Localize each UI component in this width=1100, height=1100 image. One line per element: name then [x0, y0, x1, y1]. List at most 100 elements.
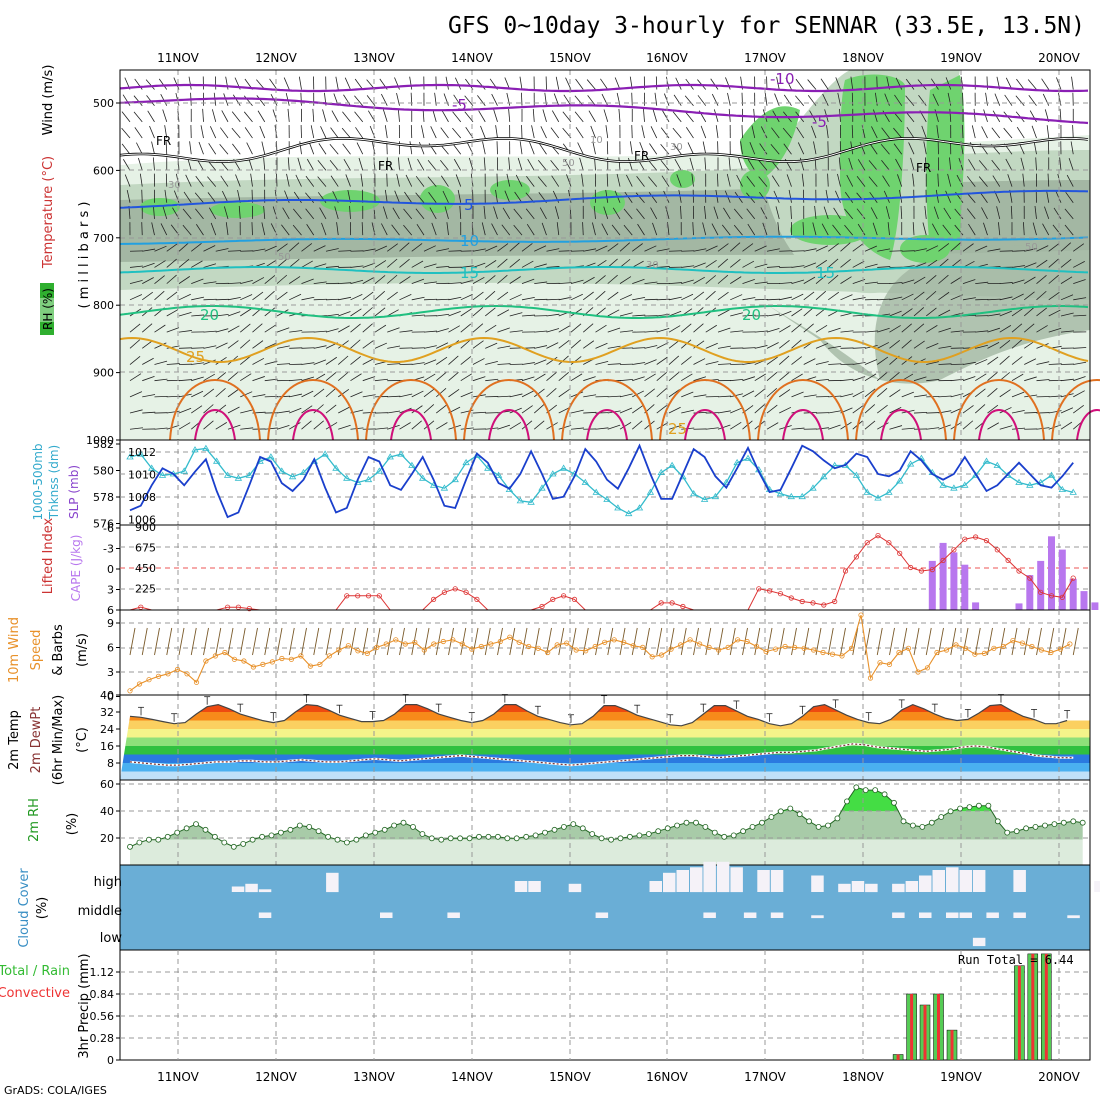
wind-barb — [149, 125, 155, 139]
thickness-marker — [624, 509, 633, 517]
wind-barb — [803, 358, 816, 365]
wind-barb — [243, 111, 253, 123]
wind-barb — [301, 347, 315, 349]
cloud-label: Cloud Cover — [17, 868, 32, 948]
wind-barb — [154, 342, 167, 349]
temp2m-label: 2m Temp — [7, 710, 22, 770]
precip-conv-label: Convective — [0, 986, 70, 1001]
temp-band — [120, 754, 1090, 763]
wind-barb — [844, 208, 854, 220]
wind-marker — [573, 647, 579, 653]
wind-barb — [483, 157, 486, 171]
thickness-marker — [809, 484, 817, 491]
rh-marker — [230, 843, 237, 850]
wind-barb — [491, 223, 498, 236]
rh-marker — [268, 832, 275, 839]
wind-barb — [477, 95, 486, 106]
wind-barb — [394, 190, 400, 203]
wind-barb — [345, 174, 351, 187]
thickness-marker — [1058, 485, 1067, 492]
wind-barb — [575, 127, 584, 139]
wind-barb — [387, 291, 398, 301]
wind-barb — [1060, 276, 1073, 284]
wind-barb — [595, 245, 608, 252]
wind-barb — [1073, 261, 1085, 268]
wind-barb — [877, 404, 888, 414]
wind-barb — [506, 92, 511, 106]
wind-barb — [215, 248, 229, 252]
wind-barb — [374, 427, 388, 430]
wind-barb — [840, 294, 853, 301]
wind-barb — [668, 325, 681, 333]
wind-barb — [485, 260, 497, 268]
wind-barb — [607, 291, 619, 301]
wind-barb — [1023, 627, 1030, 656]
rh-marker — [768, 814, 775, 820]
wind-marker — [146, 677, 152, 683]
wind-barb — [220, 127, 229, 139]
cloud-bar — [770, 912, 784, 918]
rh-marker — [457, 835, 464, 842]
cape-tick: 225 — [135, 583, 156, 596]
wind-barb — [926, 307, 937, 317]
wind-barb — [570, 373, 583, 382]
wind-barb — [975, 330, 989, 333]
li-marker — [832, 598, 838, 605]
rh-marker — [494, 833, 501, 840]
wind-barb — [497, 327, 510, 333]
label-t-10: 10 — [460, 232, 479, 250]
rh-green-blob — [670, 170, 695, 188]
rh-marker — [674, 822, 680, 829]
wind-barb — [1036, 343, 1049, 349]
run-total: Run Total = 6.44 — [958, 953, 1074, 967]
wind-barb — [460, 293, 473, 301]
wind-barb — [203, 388, 215, 398]
wind-barb — [1034, 205, 1037, 219]
wind-barb — [252, 277, 265, 284]
wind-barb — [436, 265, 450, 268]
contour-t-30 — [561, 379, 653, 441]
wind-barb — [464, 111, 474, 123]
wind-barb — [519, 76, 523, 90]
wind-barb — [660, 144, 670, 155]
wind-barb — [815, 342, 829, 349]
wind-barb — [145, 79, 155, 90]
wind-barb — [1073, 361, 1087, 365]
wind-barb — [198, 141, 204, 155]
wind-barb — [483, 205, 486, 219]
wind-barb — [215, 387, 226, 398]
wind-barb — [384, 189, 388, 203]
wind-barb — [840, 258, 851, 268]
wind-barb — [644, 345, 658, 349]
thickness-marker — [733, 458, 741, 466]
wind-barb — [897, 174, 903, 187]
temperature-label: Temperature (°C) — [41, 156, 56, 269]
thickness-marker — [1047, 471, 1056, 478]
wind-barb — [509, 276, 521, 284]
wind-barb — [776, 76, 780, 90]
cloud-bar — [663, 872, 676, 893]
wind-barb — [788, 189, 792, 203]
rh-marker — [645, 831, 652, 837]
wind-barb — [338, 282, 352, 285]
wind-barb — [482, 141, 486, 155]
wind-barb — [925, 290, 937, 301]
wind-barb — [509, 407, 522, 414]
wind-barb — [325, 627, 332, 656]
wind-barb — [1066, 174, 1074, 187]
rh-marker — [636, 832, 643, 839]
wind-barb — [362, 248, 376, 252]
wind-barb — [142, 262, 155, 268]
rh-marker — [976, 802, 982, 809]
wind-barb — [987, 342, 1000, 349]
wind-barb — [660, 159, 670, 171]
wind-barb — [350, 339, 361, 349]
wind-barb — [292, 224, 302, 236]
wind-barb — [581, 173, 584, 187]
wind-barb — [912, 222, 915, 236]
wind-barb — [141, 323, 153, 333]
wind-marker — [497, 638, 503, 645]
wind-barb — [452, 143, 462, 155]
wind-barb — [221, 190, 229, 203]
thickness-marker — [527, 498, 535, 505]
